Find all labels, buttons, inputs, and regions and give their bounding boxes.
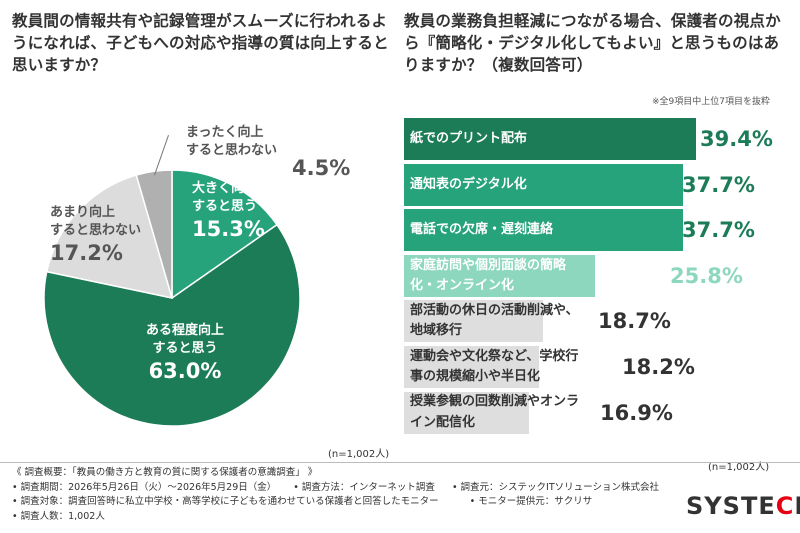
bar-fill-events [404, 346, 539, 388]
bar-label: 部活動の休日の活動削減や、地域移行 [410, 303, 579, 339]
bar-events: 運動会や文化祭など、学校行事の規模縮小や半日化 [404, 346, 590, 388]
bar-value: 16.9% [600, 400, 673, 425]
bar-value: 18.7% [598, 309, 671, 334]
bar-row-events: 運動会や文化祭など、学校行事の規模縮小や半日化 18.2% [404, 346, 695, 388]
pie-sample-size: (n=1,002人) [328, 449, 390, 460]
bar-home-visit: 家庭訪問や個別面談の簡略化・オンライン化 [404, 254, 596, 297]
bar-label: 運動会や文化祭など、学校行事の規模縮小や半日化 [410, 348, 579, 384]
survey-conductor: • 調査元：システックITソリューション株式会社 [451, 481, 659, 493]
pie-label-big-improve: 大きく向上 すると思う 15.3% [192, 180, 292, 243]
pie-value-big-improve: 15.3% [192, 217, 265, 242]
leader-line [154, 135, 169, 176]
survey-period: • 調査期間：2026年5月26日（火）～2026年5月29日（金） [12, 481, 277, 493]
pie-value-not-at-all: 4.5% [292, 156, 351, 180]
bar-value: 37.7% [682, 172, 755, 197]
bar-observation: 授業参観の回数削減やオンライン配信化 [404, 392, 590, 434]
bar-note: ※全9項目中上位7項目を抜粋 [652, 97, 770, 107]
bar-report-card: 通知表のデジタル化 [404, 163, 684, 206]
bar-label: 電話での欠席・遅刻連絡 [410, 222, 554, 238]
survey-overview: 《 調査概要：「教員の働き方と教育の質に関する保護者の意識調査」 》 • 調査期… [12, 466, 692, 524]
bar-fill-observation [404, 391, 530, 434]
pie-value-not-much: 17.2% [50, 241, 123, 266]
bar-row-club: 部活動の休日の活動削減や、地域移行 18.7% [404, 300, 671, 343]
pie-value-some-improve: 63.0% [148, 359, 222, 384]
survey-target: • 調査対象：調査回答時に私立中学校・高等学校に子どもを通わせている保護者と回答… [12, 496, 439, 508]
bar-sample-size: (n=1,002人) [708, 462, 770, 473]
bar-label: 授業参観の回数削減やオンライン配信化 [410, 394, 580, 430]
bar-label: 通知表のデジタル化 [410, 176, 527, 192]
bar-fill-club [404, 300, 543, 343]
survey-count: • 調査人数：1,002人 [12, 510, 105, 522]
pie-label-not-much: あまり向上 すると思わない 17.2% [50, 204, 160, 267]
pie-slice-big-improve [171, 169, 278, 300]
pie-label-some-improve: ある程度向上 すると思う 63.0% [120, 322, 250, 385]
divider [0, 462, 800, 463]
bar-phone: 電話での欠席・遅刻連絡 [404, 209, 684, 252]
bar-row-observation: 授業参観の回数削減やオンライン配信化 16.9% [404, 391, 673, 434]
bar-value: 37.7% [682, 218, 755, 243]
survey-method: • 調査方法：インターネット調査 [293, 481, 435, 493]
bar-label: 家庭訪問や個別面談の簡略化・オンライン化 [410, 257, 567, 293]
monitor-provider: • モニター提供元：サクリサ [469, 496, 593, 508]
pie-slice-not-much [45, 174, 174, 299]
bar-value: 39.4% [700, 127, 773, 151]
bar-question: 教員の業務負担軽減につながる場合、保護者の視点から『簡略化・デジタル化してもよい… [404, 12, 781, 74]
bar-print: 紙でのプリント配布 [404, 118, 696, 160]
bar-value: 25.8% [670, 263, 743, 288]
bar-value: 18.2% [622, 355, 695, 379]
pie-label-not-at-all: まったく向上 すると思わない 4.5% [186, 124, 350, 180]
bar-club: 部活動の休日の活動削減や、地域移行 [404, 300, 590, 342]
bar-label: 紙でのプリント配布 [410, 130, 528, 146]
pie-question: 教員間の情報共有や記録管理がスムーズに行われるようになれば、子どもへの対応や指導… [12, 12, 389, 74]
systech-logo: SYSTECH [686, 492, 800, 520]
pie-slice-some-improve [43, 223, 301, 427]
overview-title: 《 調査概要：「教員の働き方と教育の質に関する保護者の意識調査」 》 [12, 467, 318, 478]
pie-slice-not-at-all [135, 169, 173, 299]
